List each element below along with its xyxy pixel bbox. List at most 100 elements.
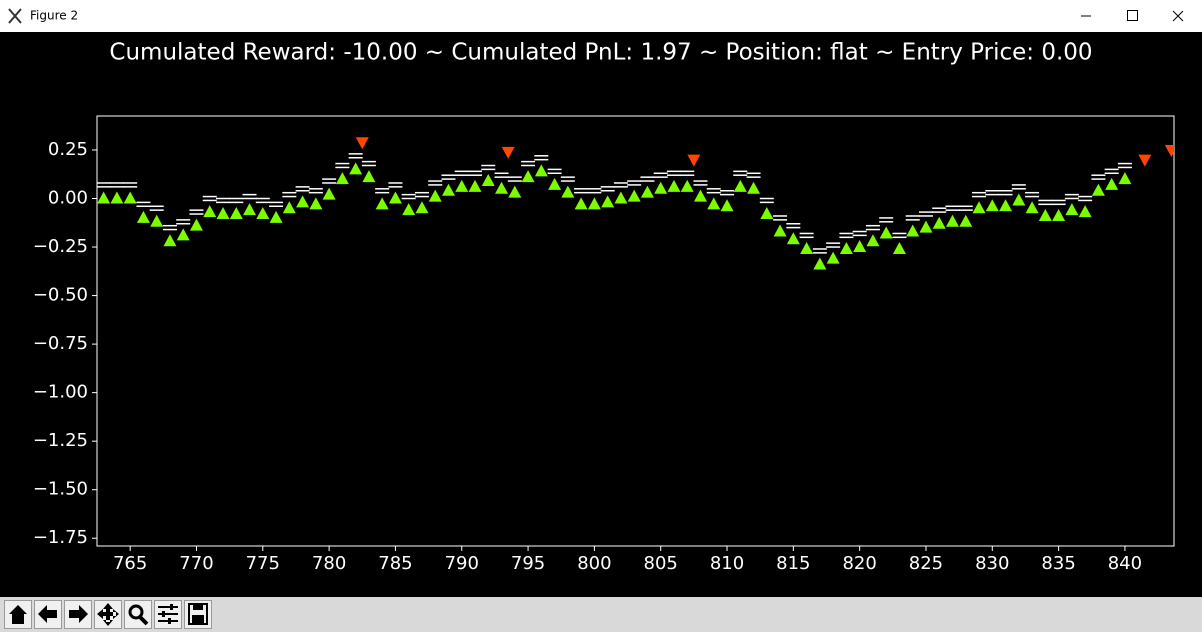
marker — [521, 170, 535, 183]
close-button[interactable] — [1172, 10, 1184, 22]
back-button[interactable] — [34, 600, 62, 629]
marker — [1038, 208, 1052, 221]
marker — [203, 205, 217, 218]
marker — [945, 214, 959, 227]
x-tick-label: 800 — [577, 553, 611, 574]
marker — [150, 214, 164, 227]
marker — [693, 189, 707, 202]
x-tick-label: 820 — [842, 553, 876, 574]
marker — [760, 207, 774, 220]
x-tick-label: 805 — [644, 553, 678, 574]
marker — [216, 207, 230, 220]
x-tick-label: 765 — [113, 553, 147, 574]
marker — [402, 203, 416, 216]
marker — [110, 191, 124, 204]
marker — [1065, 203, 1079, 216]
marker — [309, 197, 323, 210]
marker — [707, 197, 721, 210]
axes-frame — [96, 115, 1175, 547]
marker — [1164, 144, 1174, 157]
marker — [355, 137, 369, 150]
configure-button[interactable] — [154, 600, 182, 629]
marker — [813, 257, 827, 270]
marker — [853, 240, 867, 253]
forward-button[interactable] — [64, 600, 92, 629]
x-tick-label: 835 — [1041, 553, 1075, 574]
marker — [189, 218, 203, 231]
x-tick-label: 785 — [378, 553, 412, 574]
marker — [747, 181, 761, 194]
plot-marks — [97, 137, 1174, 270]
marker — [667, 179, 681, 192]
marker — [601, 195, 615, 208]
marker — [733, 179, 747, 192]
marker — [468, 179, 482, 192]
marker — [534, 164, 548, 177]
chart-title: Cumulated Reward: -10.00 ~ Cumulated PnL… — [109, 40, 1092, 66]
marker — [932, 216, 946, 229]
marker — [800, 241, 814, 254]
figure-canvas — [0, 32, 1202, 597]
marker — [322, 187, 336, 200]
window-title: Figure 2 — [30, 9, 78, 23]
marker — [1138, 154, 1152, 167]
marker — [481, 174, 495, 187]
home-button[interactable] — [4, 600, 32, 629]
marker — [687, 154, 701, 167]
marker — [999, 199, 1013, 212]
y-tick-label: −0.25 — [33, 236, 88, 257]
marker — [720, 199, 734, 212]
marker — [1052, 208, 1066, 221]
marker — [269, 210, 283, 223]
marker — [229, 207, 243, 220]
marker — [1025, 201, 1039, 214]
marker — [349, 162, 363, 175]
marker — [455, 179, 469, 192]
x-tick-label: 775 — [246, 553, 280, 574]
marker — [296, 195, 310, 208]
save-button[interactable] — [184, 600, 212, 629]
x-tick-label: 795 — [511, 553, 545, 574]
marker — [906, 224, 920, 237]
x-tick-label: 815 — [776, 553, 810, 574]
marker — [243, 203, 257, 216]
marker — [561, 185, 575, 198]
marker — [1118, 172, 1132, 185]
marker — [972, 201, 986, 214]
marker — [335, 172, 349, 185]
marker — [415, 201, 429, 214]
marker — [123, 191, 137, 204]
marker — [1012, 193, 1026, 206]
marker — [495, 181, 509, 194]
y-tick-label: −0.50 — [33, 285, 88, 306]
marker — [176, 228, 190, 241]
marker — [548, 177, 562, 190]
marker — [680, 179, 694, 192]
marker — [256, 207, 270, 220]
marker — [1091, 183, 1105, 196]
maximize-button[interactable] — [1127, 10, 1138, 21]
marker — [1105, 177, 1119, 190]
marker — [627, 189, 641, 202]
marker — [441, 183, 455, 196]
y-tick-label: −1.25 — [33, 430, 88, 451]
marker — [985, 199, 999, 212]
marker — [282, 201, 296, 214]
marker — [136, 210, 150, 223]
marker — [826, 251, 840, 264]
marker — [587, 197, 601, 210]
zoom-button[interactable] — [124, 600, 152, 629]
x-tick-label: 770 — [179, 553, 213, 574]
x-tick-label: 825 — [909, 553, 943, 574]
marker — [1078, 205, 1092, 218]
marker — [879, 226, 893, 239]
marker — [501, 146, 515, 159]
y-tick-label: 0.25 — [48, 139, 88, 160]
y-tick-label: −1.75 — [33, 527, 88, 548]
y-tick-label: 0.00 — [48, 188, 88, 209]
marker — [163, 234, 177, 247]
x-tick-label: 780 — [312, 553, 346, 574]
pan-button[interactable] — [94, 600, 122, 629]
marker — [362, 170, 376, 183]
